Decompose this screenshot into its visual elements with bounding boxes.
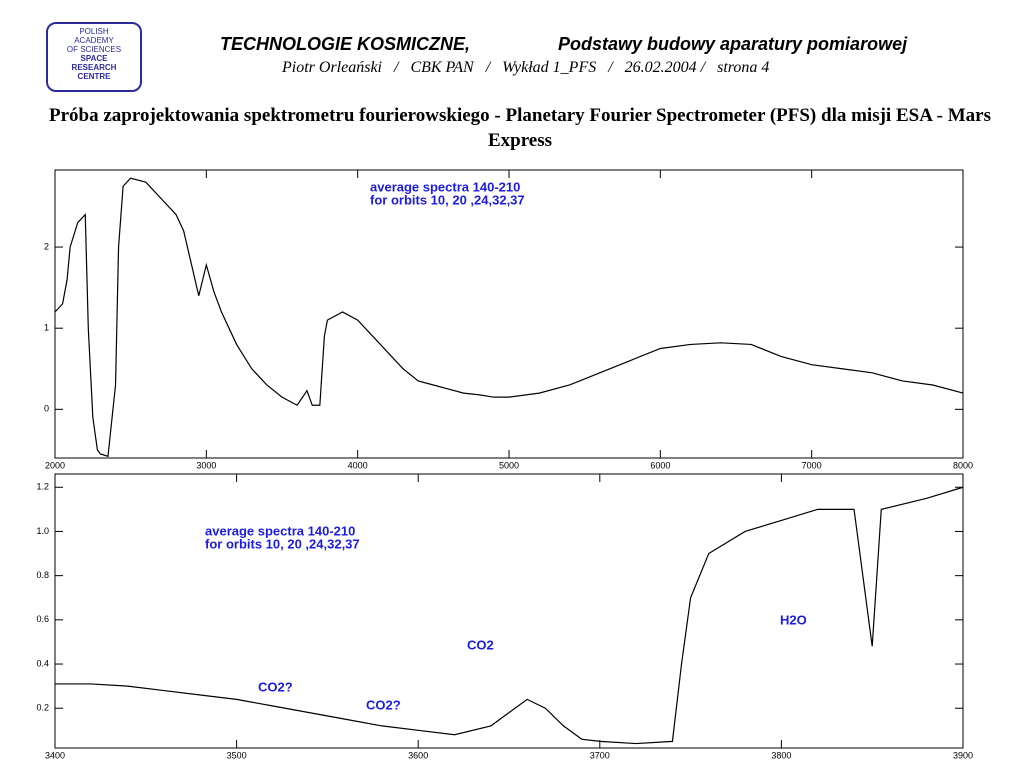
y-tick-label: 0.6 xyxy=(36,614,49,624)
x-tick-label: 5000 xyxy=(499,460,519,470)
annotation: for orbits 10, 20 ,24,32,37 xyxy=(370,192,525,207)
logo-line: CENTRE xyxy=(77,72,111,81)
x-tick-label: 2000 xyxy=(45,460,65,470)
logo-line: ACADEMY xyxy=(74,36,114,45)
y-tick-label: 1 xyxy=(44,323,49,333)
annotation: for orbits 10, 20 ,24,32,37 xyxy=(205,536,360,551)
x-tick-label: 3000 xyxy=(196,460,216,470)
y-tick-label: 0 xyxy=(44,404,49,414)
x-tick-label: 8000 xyxy=(953,460,973,470)
x-tick-label: 7000 xyxy=(802,460,822,470)
y-tick-label: 0.2 xyxy=(36,703,49,713)
annotation: CO2 xyxy=(467,637,494,652)
title-left: TECHNOLOGIE KOSMICZNE, xyxy=(220,34,471,54)
plot-frame xyxy=(54,473,964,749)
y-tick-label: 1.0 xyxy=(36,526,49,536)
logo: POLISH ACADEMY OF SCIENCES SPACE RESEARC… xyxy=(46,22,142,92)
logo-line: RESEARCH xyxy=(71,63,117,72)
x-tick-label: 4000 xyxy=(348,460,368,470)
annotation: CO2? xyxy=(258,679,293,694)
title-right: Podstawy budowy aparatury pomiarowej xyxy=(558,34,908,54)
x-tick-label: 3600 xyxy=(408,750,428,760)
x-tick-label: 3900 xyxy=(953,750,973,760)
y-tick-label: 0.8 xyxy=(36,570,49,580)
x-tick-label: 3800 xyxy=(771,750,791,760)
x-tick-label: 3700 xyxy=(590,750,610,760)
spectrum-line xyxy=(54,177,964,458)
subtitle: Piotr Orleański / CBK PAN / Wykład 1_PFS… xyxy=(282,59,770,76)
annotation: H2O xyxy=(780,612,807,627)
spectrum-line xyxy=(55,486,964,745)
y-tick-label: 0.4 xyxy=(36,658,49,668)
logo-line: SPACE xyxy=(80,54,108,63)
x-tick-label: 3500 xyxy=(227,750,247,760)
x-tick-label: 3400 xyxy=(45,750,65,760)
y-tick-label: 2 xyxy=(44,241,49,251)
heading: Próba zaprojektowania spektrometru fouri… xyxy=(49,105,991,151)
x-tick-label: 6000 xyxy=(650,460,670,470)
annotation: average spectra 140-210 xyxy=(205,523,355,538)
plot-frame xyxy=(54,169,964,459)
logo-line: POLISH xyxy=(79,27,109,36)
annotation: CO2? xyxy=(366,697,401,712)
annotation: average spectra 140-210 xyxy=(370,179,520,194)
y-tick-label: 1.2 xyxy=(36,482,49,492)
logo-line: OF SCIENCES xyxy=(66,45,122,54)
